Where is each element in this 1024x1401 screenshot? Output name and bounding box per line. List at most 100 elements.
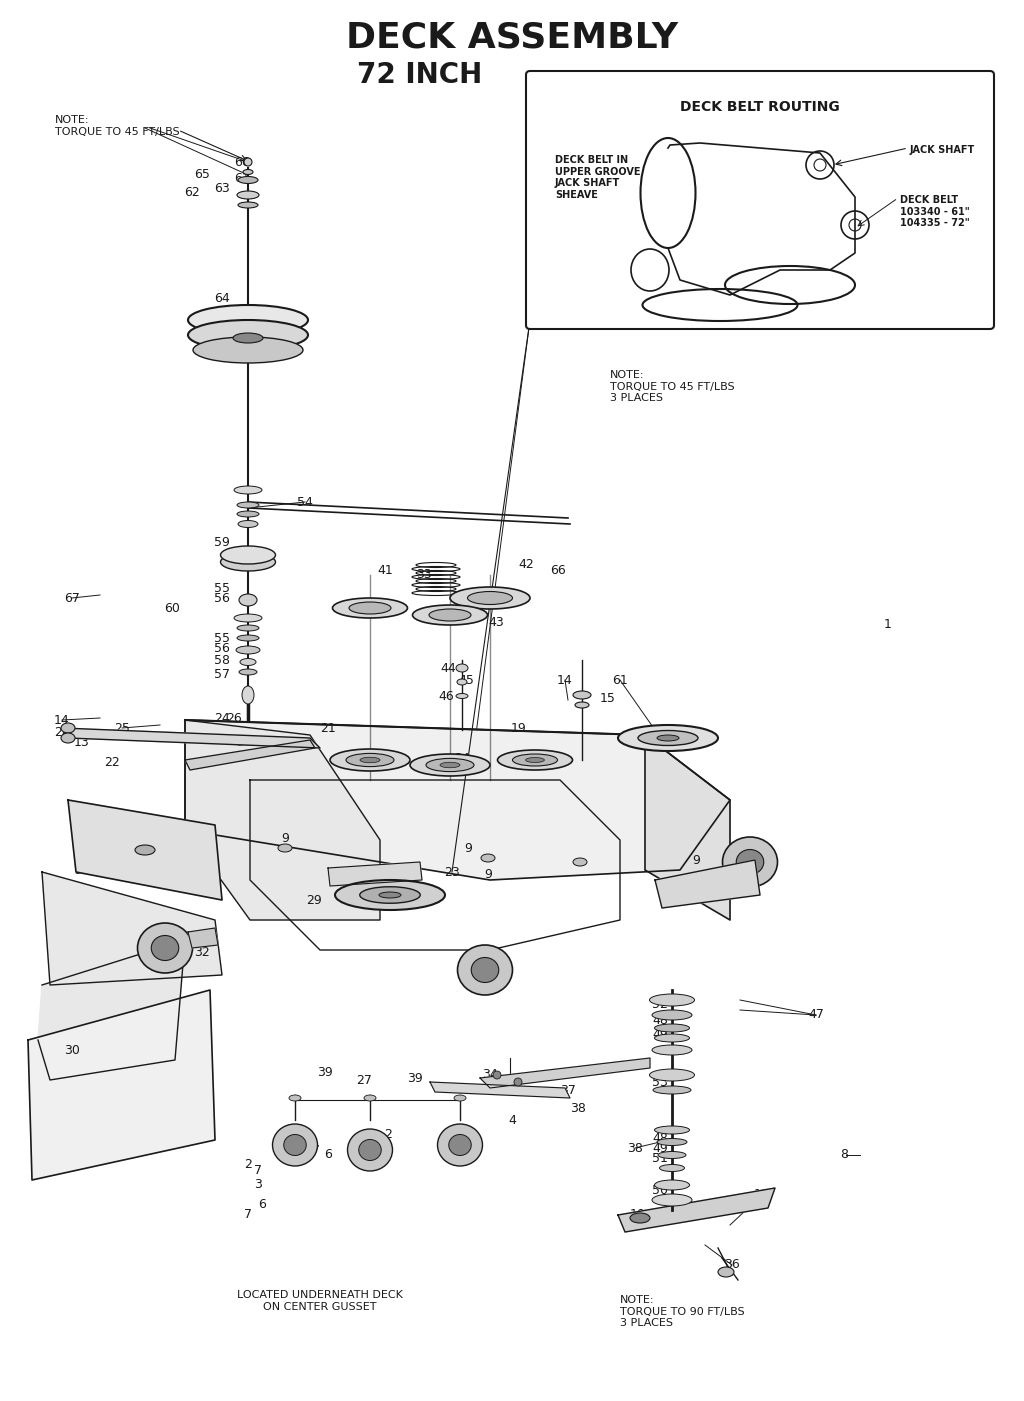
Ellipse shape bbox=[514, 1077, 522, 1086]
Ellipse shape bbox=[525, 758, 545, 762]
Text: 49: 49 bbox=[652, 1142, 668, 1154]
Text: 63: 63 bbox=[214, 182, 229, 195]
Text: 31: 31 bbox=[74, 828, 90, 842]
Text: 39: 39 bbox=[726, 856, 741, 869]
Ellipse shape bbox=[652, 1045, 692, 1055]
Ellipse shape bbox=[657, 736, 679, 741]
Ellipse shape bbox=[454, 1096, 466, 1101]
Ellipse shape bbox=[652, 1194, 692, 1206]
Text: 6: 6 bbox=[258, 1198, 266, 1212]
Ellipse shape bbox=[137, 923, 193, 974]
Text: 64: 64 bbox=[214, 291, 229, 304]
Ellipse shape bbox=[654, 1180, 689, 1189]
Text: 33: 33 bbox=[416, 569, 432, 581]
Text: 14: 14 bbox=[54, 713, 70, 727]
Ellipse shape bbox=[618, 724, 718, 751]
Text: 52: 52 bbox=[652, 999, 668, 1012]
Text: 9: 9 bbox=[464, 842, 472, 855]
Ellipse shape bbox=[512, 754, 557, 766]
Ellipse shape bbox=[335, 880, 445, 911]
Ellipse shape bbox=[234, 614, 262, 622]
Text: 53: 53 bbox=[652, 1076, 668, 1089]
Text: 44: 44 bbox=[440, 661, 456, 674]
Text: 19: 19 bbox=[511, 722, 527, 734]
Ellipse shape bbox=[278, 843, 292, 852]
Text: 67: 67 bbox=[65, 591, 80, 604]
Ellipse shape bbox=[238, 177, 258, 184]
Ellipse shape bbox=[237, 635, 259, 642]
Text: 7: 7 bbox=[254, 1163, 262, 1177]
Text: 7: 7 bbox=[244, 1209, 252, 1222]
Ellipse shape bbox=[426, 758, 474, 772]
Ellipse shape bbox=[152, 936, 179, 961]
Ellipse shape bbox=[346, 754, 394, 766]
Text: 1: 1 bbox=[884, 618, 892, 632]
Ellipse shape bbox=[413, 605, 487, 625]
Ellipse shape bbox=[649, 993, 694, 1006]
Ellipse shape bbox=[238, 202, 258, 207]
FancyBboxPatch shape bbox=[526, 71, 994, 329]
Text: 56: 56 bbox=[214, 642, 230, 654]
Text: 30: 30 bbox=[65, 1044, 80, 1056]
Polygon shape bbox=[645, 736, 730, 920]
Ellipse shape bbox=[659, 1164, 684, 1171]
Ellipse shape bbox=[358, 1139, 381, 1160]
Ellipse shape bbox=[359, 887, 420, 904]
Text: 38: 38 bbox=[570, 1101, 586, 1115]
Ellipse shape bbox=[237, 625, 259, 630]
Text: 65: 65 bbox=[195, 168, 210, 182]
Text: 48: 48 bbox=[652, 1132, 668, 1145]
Ellipse shape bbox=[657, 1139, 687, 1146]
Ellipse shape bbox=[429, 609, 471, 621]
Text: 14: 14 bbox=[557, 674, 572, 686]
Ellipse shape bbox=[364, 1096, 376, 1101]
Text: JACK SHAFT: JACK SHAFT bbox=[910, 144, 975, 156]
Text: 17: 17 bbox=[330, 876, 346, 888]
Text: 56: 56 bbox=[214, 591, 230, 604]
Polygon shape bbox=[185, 720, 730, 880]
Ellipse shape bbox=[658, 1152, 686, 1159]
Text: 37: 37 bbox=[560, 1083, 575, 1097]
Ellipse shape bbox=[244, 158, 252, 165]
Polygon shape bbox=[185, 740, 315, 771]
Text: 18: 18 bbox=[367, 894, 383, 906]
Ellipse shape bbox=[450, 587, 530, 609]
Text: DECK BELT ROUTING: DECK BELT ROUTING bbox=[680, 99, 840, 113]
Polygon shape bbox=[328, 862, 422, 885]
Text: 55: 55 bbox=[214, 632, 230, 644]
Ellipse shape bbox=[471, 957, 499, 982]
Text: 22: 22 bbox=[104, 755, 120, 769]
Ellipse shape bbox=[188, 319, 308, 350]
Text: 42: 42 bbox=[518, 559, 534, 572]
Text: 13: 13 bbox=[74, 736, 90, 748]
Text: 3: 3 bbox=[254, 1178, 262, 1191]
Ellipse shape bbox=[638, 730, 698, 745]
Ellipse shape bbox=[573, 691, 591, 699]
Ellipse shape bbox=[243, 170, 253, 175]
Ellipse shape bbox=[289, 1096, 301, 1101]
Text: 39: 39 bbox=[317, 1066, 333, 1079]
Ellipse shape bbox=[449, 1135, 471, 1156]
Ellipse shape bbox=[654, 1126, 689, 1133]
Ellipse shape bbox=[575, 702, 589, 708]
Text: 15: 15 bbox=[600, 692, 616, 705]
Text: LOCATED UNDERNEATH DECK
ON CENTER GUSSET: LOCATED UNDERNEATH DECK ON CENTER GUSSET bbox=[238, 1290, 402, 1311]
Text: 39: 39 bbox=[144, 946, 160, 958]
Text: 24: 24 bbox=[214, 712, 229, 724]
Text: 49: 49 bbox=[652, 1028, 668, 1041]
Polygon shape bbox=[62, 729, 319, 748]
Polygon shape bbox=[28, 991, 215, 1180]
Text: 27: 27 bbox=[356, 1073, 372, 1087]
Ellipse shape bbox=[723, 836, 777, 887]
Polygon shape bbox=[618, 1188, 775, 1231]
Text: 6: 6 bbox=[354, 1159, 361, 1171]
Ellipse shape bbox=[220, 546, 275, 565]
Text: 62: 62 bbox=[184, 185, 200, 199]
Ellipse shape bbox=[493, 1070, 501, 1079]
Ellipse shape bbox=[718, 1267, 734, 1276]
Text: 51: 51 bbox=[652, 1152, 668, 1164]
Ellipse shape bbox=[410, 754, 490, 776]
Text: 46: 46 bbox=[438, 689, 454, 702]
Text: 4: 4 bbox=[508, 1114, 516, 1126]
Text: 20: 20 bbox=[438, 764, 454, 776]
